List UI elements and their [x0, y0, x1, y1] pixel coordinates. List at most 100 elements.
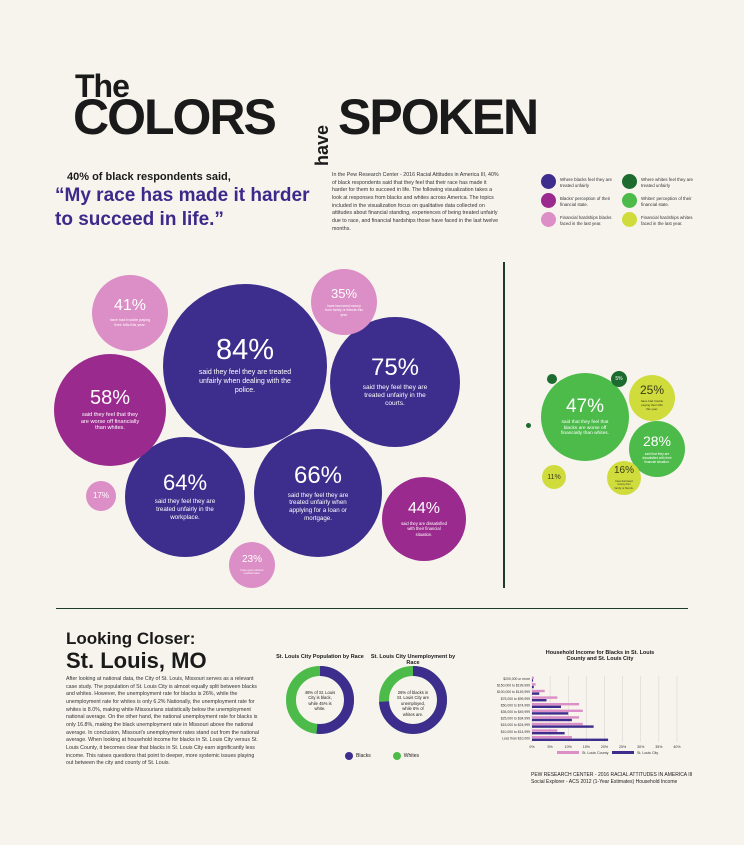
- title-have-wrap: have: [312, 78, 332, 166]
- bubble-percent: 41%: [113, 297, 147, 315]
- bubble-caption: said they feel that they are worse off f…: [80, 411, 140, 432]
- bar-county: [532, 689, 545, 693]
- bubble-percent: 25%: [639, 383, 665, 398]
- bubble-caption: have gone without medical care.: [240, 567, 264, 575]
- tick-label: 25%: [619, 745, 627, 749]
- section-body: After looking at national data, the City…: [66, 676, 259, 767]
- donut-black-arc: [379, 666, 447, 734]
- legend-item: Blacks' perception of their financial st…: [541, 193, 619, 208]
- legend-swatch: [622, 174, 637, 189]
- quote-pre: 40% of black respondents said,: [67, 171, 231, 183]
- legend-item: Whites' perception of their financial st…: [622, 193, 700, 208]
- bubble: 58% said they feel that they are worse of…: [54, 354, 166, 466]
- bar-city: [532, 699, 547, 702]
- bubble: 66% said they feel they are treated unfai…: [254, 429, 382, 557]
- bubble-percent: 75%: [370, 353, 420, 381]
- divider-vertical: [503, 262, 505, 588]
- category-label: $75,000 to $99,999: [501, 697, 530, 701]
- bubble-caption: said they feel they are treated unfairly…: [198, 369, 292, 394]
- category-label: $25,000 to $34,999: [501, 717, 530, 721]
- category-label: $15,000 to $24,999: [501, 723, 530, 727]
- bubble: 64% said they feel they are treated unfai…: [125, 437, 245, 557]
- bar-county: [532, 676, 534, 679]
- bubble-percent: 47%: [565, 395, 605, 417]
- bar-county: [532, 729, 558, 732]
- title-the: The: [75, 68, 130, 104]
- bar-city: [532, 679, 534, 682]
- legend-swatch: [622, 193, 637, 208]
- bubble-caption: said they feel they are treated unfairly…: [287, 491, 349, 522]
- bubble-caption: have borrowed money from family or frien…: [325, 304, 363, 317]
- donut-legend-whites: Whites: [403, 753, 420, 759]
- bubble-percent: 16%: [613, 465, 634, 477]
- bubble-percent: 84%: [215, 334, 275, 367]
- bar-legend-swatch: [557, 751, 579, 754]
- bar-city: [532, 732, 565, 735]
- bubble-caption: said they are dissatisfied with their fi…: [401, 521, 447, 537]
- title-colors: COLORS: [73, 89, 277, 145]
- bar-city: [532, 712, 569, 715]
- section-heading-2: St. Louis, MO: [66, 648, 207, 673]
- bar-county: [532, 709, 583, 712]
- legend-swatch: [622, 212, 637, 227]
- tick-label: 30%: [637, 745, 645, 749]
- bubble-percent: 11%: [547, 473, 561, 481]
- bar-city: [532, 705, 561, 708]
- bubble: 41% have had trouble paying their bills t…: [92, 275, 168, 351]
- blacks-swatch: [345, 752, 353, 760]
- bar-county: [532, 703, 580, 706]
- bar-county: [532, 716, 580, 719]
- bubble: 17%: [86, 481, 116, 511]
- legend-swatch: [541, 193, 556, 208]
- bubble-caption: have had trouble paying their bills this…: [640, 399, 664, 411]
- bubble-caption: said they feel they are treated unfairly…: [362, 383, 428, 408]
- bar-city: [532, 692, 540, 695]
- dot: [525, 422, 531, 428]
- bubble-percent: 44%: [407, 500, 441, 518]
- bubble-percent: 66%: [293, 461, 343, 489]
- legend-item: Where blacks feel they are treated unfai…: [541, 174, 619, 189]
- bar-city: [532, 718, 572, 722]
- bubble-caption: said that they feel that blacks are wors…: [561, 419, 609, 437]
- bar-county: [532, 696, 558, 699]
- legend-item: Financial hardships whites faced in the …: [622, 212, 700, 227]
- bar-city: [532, 685, 534, 689]
- donut-title: St. Louis City Unemployment by Race: [370, 654, 456, 666]
- bar-county: [532, 722, 583, 726]
- tick-label: 40%: [673, 745, 681, 749]
- income-bar-chart: 0% 5% 10% 15% 20% 25% 30% 35% 40% $200,000 or mor…: [497, 676, 681, 755]
- title-have: have: [312, 124, 332, 166]
- intro-text: In the Pew Research Center - 2016 Racial…: [332, 172, 499, 232]
- bubble: 35% have borrowed money from family or fr…: [311, 269, 377, 335]
- bubble-caption: said they feel they are treated unfairly…: [154, 498, 216, 521]
- tick-label: 5%: [548, 745, 554, 749]
- category-label: $100,000 to $149,999: [497, 690, 530, 694]
- bubble: 25% have had trouble paying their bills t…: [629, 375, 675, 421]
- bubble-caption: have borrowed money from family or frien…: [614, 480, 634, 490]
- donut-center-text: 26% of blacks in St. Louis City are unem…: [397, 690, 429, 717]
- donut-legend: Blacks Whites: [345, 752, 419, 760]
- title-spoken: SPOKEN: [338, 89, 539, 145]
- quote-text: “My race has made it harder to succeed i…: [55, 185, 310, 230]
- category-label: $10,000 to $14,999: [501, 730, 530, 734]
- donut-legend-blacks: Blacks: [356, 753, 371, 759]
- bubble: 47% said that they feel that blacks are w…: [541, 373, 629, 461]
- legend-label: Financial hardships whites faced in the …: [641, 215, 693, 226]
- legend-label: Blacks' perception of their financial st…: [560, 196, 611, 207]
- bar-chart-title: Household Income for Blacks in St. Louis…: [545, 650, 655, 662]
- tick-label: 20%: [601, 745, 609, 749]
- bubble: 84% said they feel they are treated unfai…: [163, 284, 327, 448]
- bubble-percent: 64%: [162, 470, 208, 496]
- bubble-percent: 35%: [330, 286, 358, 302]
- bar-city: [532, 738, 609, 741]
- bar-county: [532, 683, 536, 686]
- legend-item: Where whites feel they are treated unfai…: [622, 174, 700, 189]
- bar-legend-label: St. Louis County: [582, 751, 609, 755]
- legend-label: Where whites feel they are treated unfai…: [641, 177, 693, 188]
- legend-label: Where blacks feel they are treated unfai…: [560, 177, 612, 188]
- bubble: 16% have borrowed money from family or fr…: [607, 461, 641, 495]
- bubble-percent: 23%: [241, 553, 262, 565]
- bar-legend-swatch: [612, 751, 634, 754]
- category-label: $200,000 or more: [503, 677, 530, 681]
- bubble-caption: said that they are dissatisfied with the…: [642, 452, 672, 464]
